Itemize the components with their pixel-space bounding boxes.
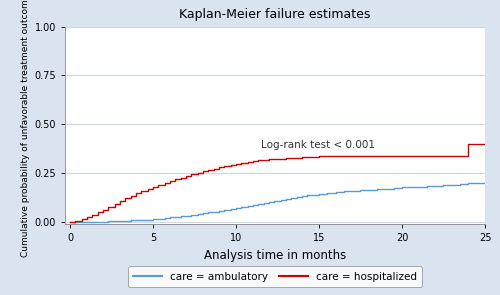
Title: Kaplan-Meier failure estimates: Kaplan-Meier failure estimates — [180, 8, 370, 21]
Legend: care = ambulatory, care = hospitalized: care = ambulatory, care = hospitalized — [128, 266, 422, 287]
Y-axis label: Cumulative probability of unfavorable treatment outcome: Cumulative probability of unfavorable tr… — [21, 0, 30, 257]
X-axis label: Analysis time in months: Analysis time in months — [204, 249, 346, 262]
Text: Log-rank test < 0.001: Log-rank test < 0.001 — [261, 140, 375, 150]
